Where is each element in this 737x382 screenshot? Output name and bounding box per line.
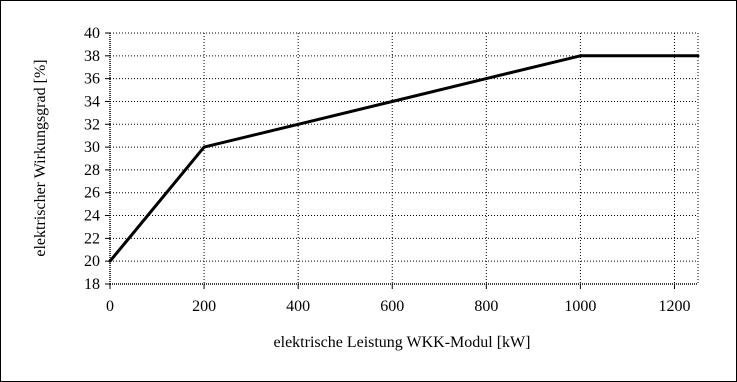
y-tick-label: 40 bbox=[84, 25, 100, 42]
data-point bbox=[202, 145, 206, 149]
data-point bbox=[108, 259, 112, 263]
y-tick-label: 38 bbox=[84, 48, 100, 65]
grid-lines bbox=[110, 32, 699, 284]
y-tick-label: 34 bbox=[84, 93, 100, 110]
y-tick-label: 26 bbox=[84, 185, 100, 202]
data-point bbox=[390, 99, 394, 103]
y-tick-label: 36 bbox=[84, 71, 100, 88]
y-tick-label: 20 bbox=[84, 253, 100, 270]
y-tick-label: 30 bbox=[84, 139, 100, 156]
data-point bbox=[696, 54, 700, 58]
x-tick-label: 1000 bbox=[564, 298, 596, 315]
x-tick-label: 400 bbox=[286, 298, 310, 315]
y-axis-title: elektrischer Wirkungsgrad [%] bbox=[32, 59, 49, 256]
data-point bbox=[578, 54, 582, 58]
axes bbox=[105, 32, 698, 289]
data-point bbox=[484, 77, 488, 81]
x-tick-label: 1200 bbox=[658, 298, 690, 315]
y-tick-label: 24 bbox=[84, 208, 100, 225]
x-tick-label: 600 bbox=[380, 298, 404, 315]
x-tick-label: 0 bbox=[106, 298, 114, 315]
x-tick-label: 800 bbox=[474, 298, 498, 315]
y-tick-label: 28 bbox=[84, 162, 100, 179]
y-tick-label: 22 bbox=[84, 230, 100, 247]
series-layer bbox=[108, 54, 700, 263]
x-axis-title: elektrische Leistung WKK-Modul [kW] bbox=[274, 334, 531, 351]
series-line bbox=[108, 54, 698, 263]
y-tick-label: 18 bbox=[84, 276, 100, 293]
data-point bbox=[296, 122, 300, 126]
y-tick-label: 32 bbox=[84, 116, 100, 133]
x-tick-label: 200 bbox=[192, 298, 216, 315]
